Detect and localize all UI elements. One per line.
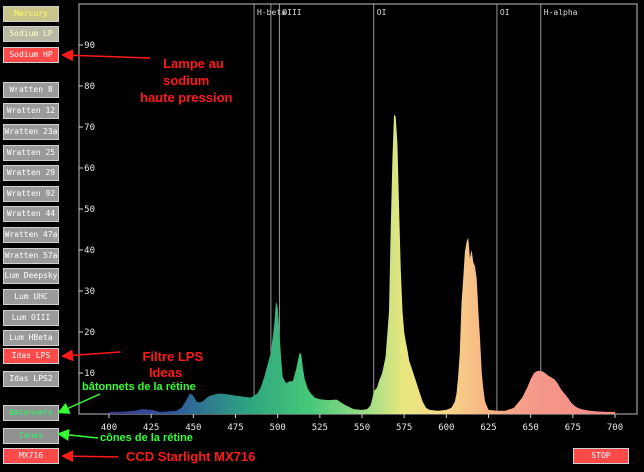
x-tick-label: 400 — [101, 423, 117, 433]
button-wratten-8[interactable]: Wratten 8 — [3, 82, 59, 98]
y-tick-label: 80 — [84, 82, 95, 92]
button-idas-lps[interactable]: Idas LPS — [3, 348, 59, 364]
y-tick-label: 20 — [84, 328, 95, 338]
button-wratten-29[interactable]: Wratten 29 — [3, 165, 59, 181]
x-tick-label: 600 — [438, 423, 454, 433]
button-mercury[interactable]: Mercury — [3, 6, 59, 22]
reference-line-label: OIII — [282, 8, 301, 17]
x-tick-label: 500 — [270, 423, 286, 433]
button-idas-lps2[interactable]: Idas LPS2 — [3, 371, 59, 387]
x-tick-label: 575 — [396, 423, 412, 433]
x-tick-label: 700 — [607, 423, 623, 433]
x-tick-label: 650 — [523, 423, 539, 433]
button-lum-uhc[interactable]: Lum UHC — [3, 289, 59, 305]
button-wratten-57a[interactable]: Wratten 57a — [3, 248, 59, 264]
stop-button[interactable]: STOP — [573, 448, 629, 464]
reference-line-label: H-alpha — [544, 8, 578, 17]
x-tick-label: 475 — [227, 423, 243, 433]
y-tick-label: 10 — [84, 369, 95, 379]
annotation-sodium-lamp: Lampe au sodium haute pression — [140, 56, 233, 105]
y-tick-label: 30 — [84, 287, 95, 297]
x-tick-label: 450 — [185, 423, 201, 433]
button-lum-oiii[interactable]: Lum OIII — [3, 310, 59, 326]
button-wratten-25[interactable]: Wratten 25 — [3, 145, 59, 161]
button-mx716[interactable]: MX716 — [3, 448, 59, 464]
button-batonnets[interactable]: Batonnets — [3, 405, 59, 421]
annotation-lps-filter: Filtre LPS Ideas — [142, 349, 204, 380]
y-tick-label: 60 — [84, 164, 95, 174]
reference-line-label: OI — [500, 8, 510, 17]
reference-line-label: OI — [377, 8, 387, 17]
button-wratten-23a[interactable]: Wratten 23a — [3, 124, 59, 140]
x-tick-label: 675 — [565, 423, 581, 433]
button-cones[interactable]: Cones — [3, 428, 59, 444]
button-lum-deepsky[interactable]: Lum Deepsky — [3, 268, 59, 284]
button-wratten-44[interactable]: Wratten 44 — [3, 206, 59, 222]
x-tick-label: 425 — [143, 423, 159, 433]
button-lum-hbeta[interactable]: Lum HBeta — [3, 330, 59, 346]
button-sodium-hp[interactable]: Sodium HP — [3, 47, 59, 63]
x-tick-label: 625 — [480, 423, 496, 433]
annotation-rods: bâtonnets de la rétine — [82, 381, 196, 393]
x-tick-label: 550 — [354, 423, 370, 433]
reference-line-label: H-beta — [257, 8, 286, 17]
x-tick-label: 525 — [312, 423, 328, 433]
y-tick-label: 90 — [84, 41, 95, 51]
button-wratten-47a[interactable]: Wratten 47a — [3, 227, 59, 243]
button-wratten-92[interactable]: Wratten 92 — [3, 186, 59, 202]
button-wratten-12[interactable]: Wratten 12 — [3, 103, 59, 119]
y-tick-label: 70 — [84, 123, 95, 133]
annotation-ccd: CCD Starlight MX716 — [126, 449, 256, 464]
annotation-cones: cônes de la rétine — [100, 432, 193, 444]
y-tick-label: 40 — [84, 246, 95, 256]
button-sodium-lp[interactable]: Sodium LP — [3, 26, 59, 42]
y-tick-label: 50 — [84, 205, 95, 215]
